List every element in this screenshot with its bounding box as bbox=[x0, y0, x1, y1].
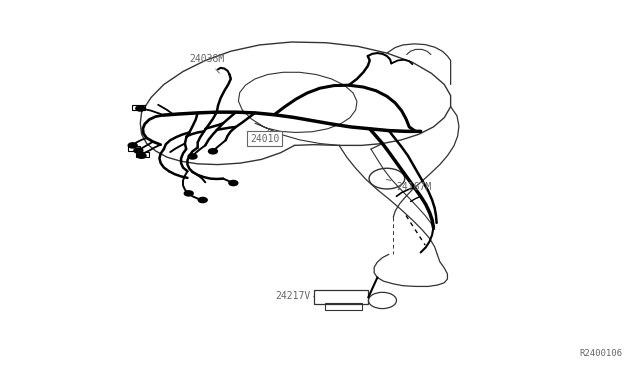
Circle shape bbox=[128, 143, 137, 148]
Text: 24167M: 24167M bbox=[387, 179, 432, 192]
Circle shape bbox=[198, 198, 207, 203]
Text: 24217V: 24217V bbox=[275, 291, 314, 301]
Circle shape bbox=[134, 148, 143, 153]
Bar bbox=[325, 303, 362, 310]
Text: 24010: 24010 bbox=[250, 129, 279, 144]
Bar bbox=[132, 105, 145, 110]
Bar bbox=[314, 290, 368, 304]
Circle shape bbox=[188, 154, 197, 159]
Bar bbox=[136, 152, 149, 157]
Circle shape bbox=[209, 149, 218, 154]
Circle shape bbox=[137, 153, 146, 158]
Circle shape bbox=[229, 180, 238, 186]
Text: R2400106: R2400106 bbox=[580, 349, 623, 358]
Bar bbox=[127, 146, 140, 151]
Circle shape bbox=[136, 106, 145, 111]
Circle shape bbox=[184, 191, 193, 196]
Text: 24038M: 24038M bbox=[189, 54, 225, 73]
